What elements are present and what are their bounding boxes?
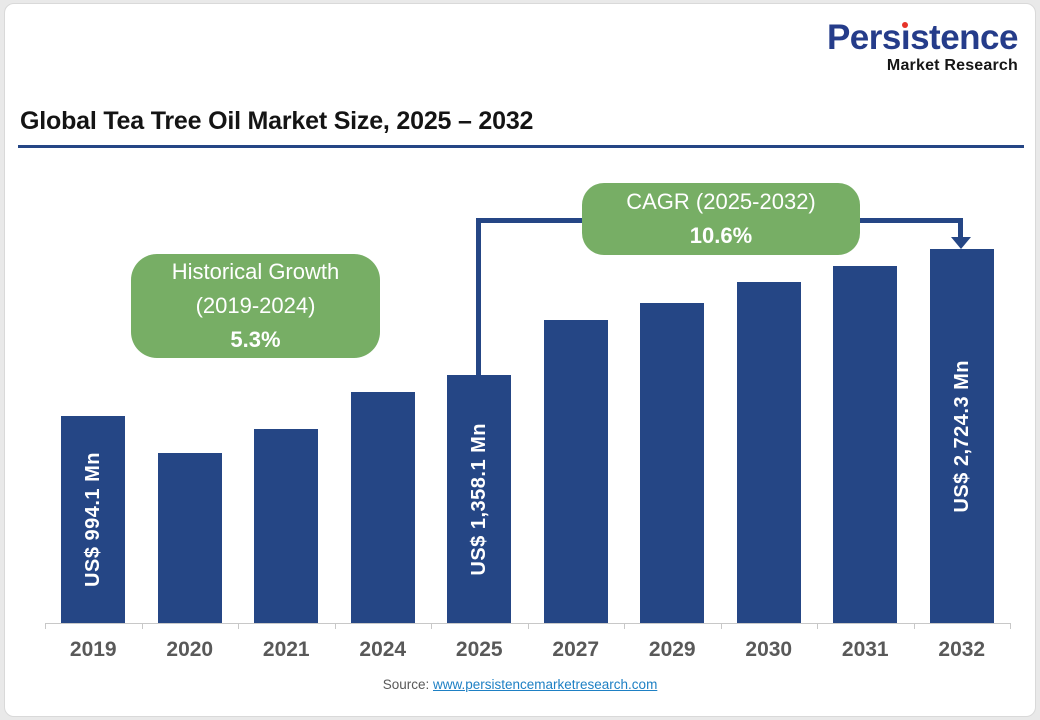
bar-2019: US$ 994.1 Mn [61,416,125,623]
source-line: Source: www.persistencemarketresearch.co… [0,677,1040,692]
arrow-down-icon [951,237,971,249]
source-link[interactable]: www.persistencemarketresearch.com [432,677,658,692]
bar-2030 [737,282,801,623]
bar-2021 [254,429,318,623]
connector-line-vertical-2032 [958,218,963,238]
logo-brand-text: Pers ıstence [826,18,1019,57]
bar-value-label-2025: US$ 1,358.1 Mn [467,422,490,576]
axis-tick [528,623,529,629]
axis-tick [914,623,915,629]
bar-2027 [544,320,608,623]
bar-2025: US$ 1,358.1 Mn [447,375,511,623]
x-axis-label-2019: 2019 [69,638,117,661]
axis-tick [721,623,722,629]
x-axis-label-2024: 2024 [359,638,407,661]
axis-tick [817,623,818,629]
bar-2020 [158,453,222,623]
logo-red-dot-icon [902,22,909,28]
page-title: Global Tea Tree Oil Market Size, 2025 – … [20,107,534,135]
logo-tagline: Market Research [886,57,1018,74]
x-axis-label-2029: 2029 [648,638,696,661]
cagr-value: 10.6% [689,223,753,248]
historical-growth-line1: Historical Growth [171,259,340,284]
pmr-logo: Pers ıstence Market Research [826,18,1019,74]
bar-value-label-2032: US$ 2,724.3 Mn [950,359,973,513]
bar-2032: US$ 2,724.3 Mn [930,249,994,623]
x-axis-label-2032: 2032 [938,638,986,661]
axis-tick [238,623,239,629]
cagr-callout: CAGR (2025-2032) 10.6% [582,183,860,255]
x-axis-label-2020: 2020 [166,638,214,661]
bar-2024 [351,392,415,623]
connector-line-vertical-2025 [476,218,481,375]
axis-tick [142,623,143,629]
historical-growth-line2: (2019-2024) [195,293,316,318]
axis-tick [335,623,336,629]
bar-2029 [640,303,704,623]
title-underline [18,145,1024,148]
axis-tick [624,623,625,629]
axis-tick [1010,623,1011,629]
x-axis-label-2030: 2030 [745,638,793,661]
x-axis-line [45,623,1010,624]
bar-value-label-2019: US$ 994.1 Mn [81,452,104,587]
cagr-line1: CAGR (2025-2032) [626,189,816,214]
x-axis-label-2027: 2027 [552,638,600,661]
historical-growth-callout: Historical Growth (2019-2024) 5.3% [131,254,380,358]
axis-tick [431,623,432,629]
historical-growth-value: 5.3% [230,327,281,352]
bar-2031 [833,266,897,623]
x-axis-label-2025: 2025 [455,638,503,661]
source-label: Source: [382,677,430,692]
x-axis-label-2021: 2021 [262,638,310,661]
x-axis-label-2031: 2031 [841,638,889,661]
axis-tick [45,623,46,629]
